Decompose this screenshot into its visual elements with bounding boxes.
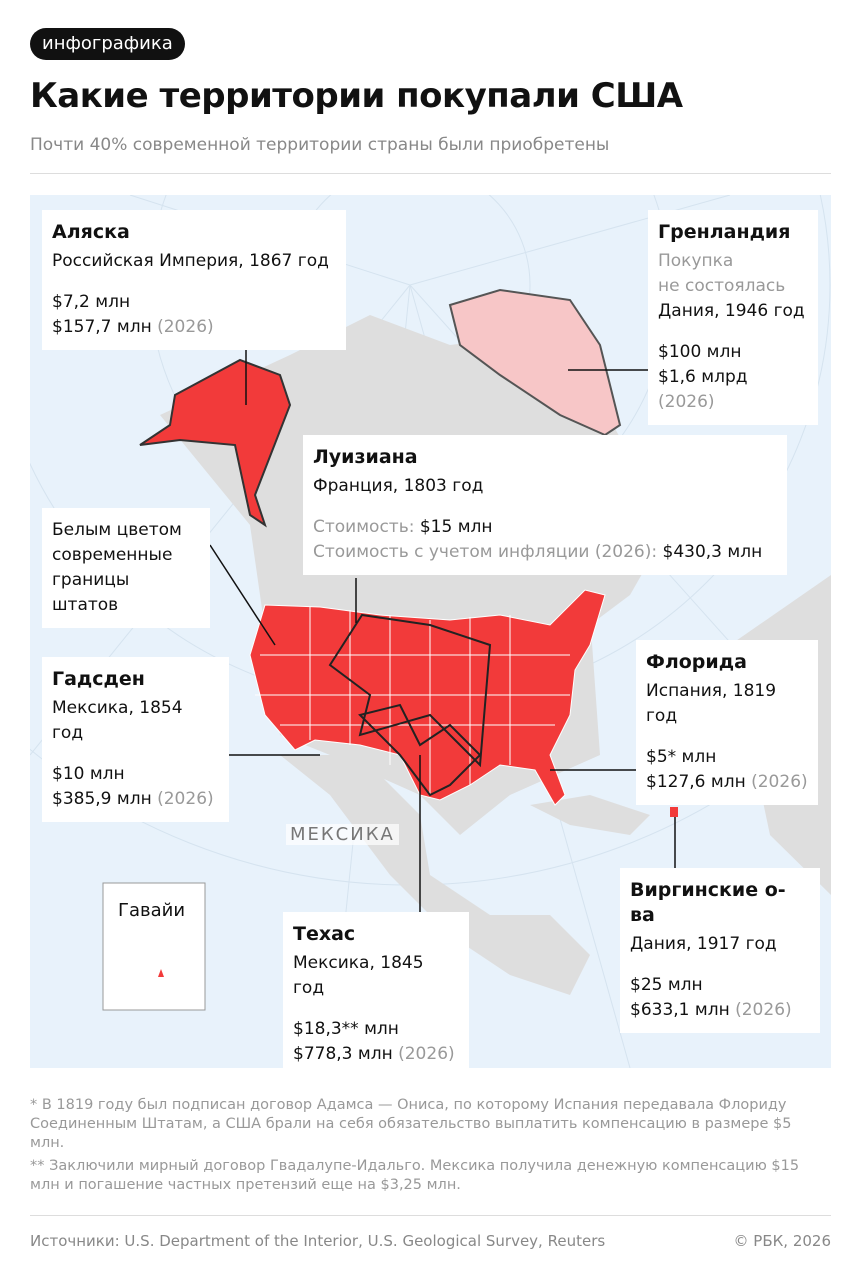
mexico-land (280, 755, 590, 995)
texas-border (358, 703, 482, 797)
callout-name: Гадсден (52, 668, 145, 690)
tag: инфографика (30, 28, 185, 60)
price: $385,9 млн (52, 789, 152, 809)
callout: Гренландия Покупка не состоялась Дания, … (648, 210, 818, 425)
callout-price-now: Стоимость с учетом инфляции (2026): $430… (313, 540, 777, 565)
year-note: (2026) (157, 789, 214, 809)
year-note: (2026) (658, 392, 715, 412)
price: $633,1 млн (630, 1000, 730, 1020)
price: $430,3 млн (662, 542, 763, 562)
callout-price: $10 млн (52, 764, 125, 784)
sources: Источники: U.S. Department of the Interi… (30, 1232, 606, 1250)
callout-name: Техас (293, 923, 356, 945)
legend-text: Белым цветом современные границы штатов (52, 520, 182, 615)
callout-note: Покупка (658, 251, 734, 271)
virgin-islands (670, 807, 678, 817)
callout-name: Аляска (52, 221, 130, 243)
price: $15 млн (419, 517, 493, 537)
callout-name: Флорида (646, 651, 747, 673)
leaders (209, 350, 676, 912)
callout-seller: Российская Империя, 1867 год (52, 251, 329, 271)
callout-price-now: $385,9 млн (2026) (52, 787, 219, 812)
price: $127,6 млн (646, 772, 746, 792)
callout-price-now: $127,6 млн (2026) (646, 770, 808, 795)
callout-seller: Дания, 1946 год (658, 301, 805, 321)
callout-price: $100 млн (658, 342, 742, 362)
price-label: Стоимость с учетом инфляции (2026): (313, 542, 658, 562)
callout: Флорида Испания, 1819 год $5* млн $127,6… (636, 640, 818, 805)
hawaii (158, 969, 164, 977)
callout: Луизиана Франция, 1803 год Стоимость: $1… (303, 435, 787, 575)
year-note: (2026) (751, 772, 808, 792)
callout-price-now: $157,7 млн (2026) (52, 315, 336, 340)
callout-seller: Дания, 1917 год (630, 934, 777, 954)
copyright: © РБК, 2026 (733, 1232, 831, 1250)
callout-name: Луизиана (313, 446, 418, 468)
callout-price: $5* млн (646, 747, 717, 767)
callout-name: Гренландия (658, 221, 791, 243)
price: $1,6 млрд (658, 367, 748, 387)
callout-seller: Испания, 1819 год (646, 681, 777, 726)
map-label: МЕКСИКА (286, 824, 399, 845)
callout-price-now: $778,3 млн (2026) (293, 1042, 459, 1067)
louisiana-border (328, 613, 492, 768)
callout-price: $18,3** млн (293, 1019, 399, 1039)
callout-price: $7,2 млн (52, 292, 131, 312)
footnote: ** Заключили мирный договор Гвадалупе-Ид… (30, 1158, 800, 1193)
price: $778,3 млн (293, 1044, 393, 1064)
callout: Гадсден Мексика, 1854 год $10 млн $385,9… (42, 657, 229, 822)
title: Какие территории покупали США (30, 76, 683, 116)
alaska (139, 358, 292, 528)
callout: Аляска Российская Империя, 1867 год $7,2… (42, 210, 346, 350)
callout-price-now: $1,6 млрд (2026) (658, 365, 808, 415)
callout-seller: Мексика, 1854 год (52, 698, 183, 743)
callout-price: $25 млн (630, 975, 703, 995)
callout-price: Стоимость: $15 млн (313, 515, 777, 540)
year-note: (2026) (735, 1000, 792, 1020)
callout: Техас Мексика, 1845 год $18,3** млн $778… (283, 912, 469, 1077)
callout-note: не состоялась (658, 276, 786, 296)
price-label: Стоимость: (313, 517, 415, 537)
map-label: Гавайи (118, 900, 186, 921)
callout-seller: Франция, 1803 год (313, 476, 484, 496)
year-note: (2026) (398, 1044, 455, 1064)
usa-contiguous (249, 589, 606, 806)
callout: Виргинские о-ва Дания, 1917 год $25 млн … (620, 868, 820, 1033)
callout-price-now: $633,1 млн (2026) (630, 998, 810, 1023)
caribbean (530, 795, 650, 835)
legend-note: Белым цветом современные границы штатов (42, 508, 210, 628)
greenland (448, 288, 622, 437)
year-note: (2026) (157, 317, 214, 337)
subtitle: Почти 40% современной территории страны … (30, 135, 610, 155)
callout-seller: Мексика, 1845 год (293, 953, 424, 998)
callout-name: Виргинские о-ва (630, 879, 786, 926)
price: $157,7 млн (52, 317, 152, 337)
footnote: * В 1819 году был подписан договор Адамс… (30, 1097, 792, 1151)
divider (30, 173, 831, 174)
divider (30, 1215, 831, 1216)
hawaii-inset (102, 882, 206, 1011)
